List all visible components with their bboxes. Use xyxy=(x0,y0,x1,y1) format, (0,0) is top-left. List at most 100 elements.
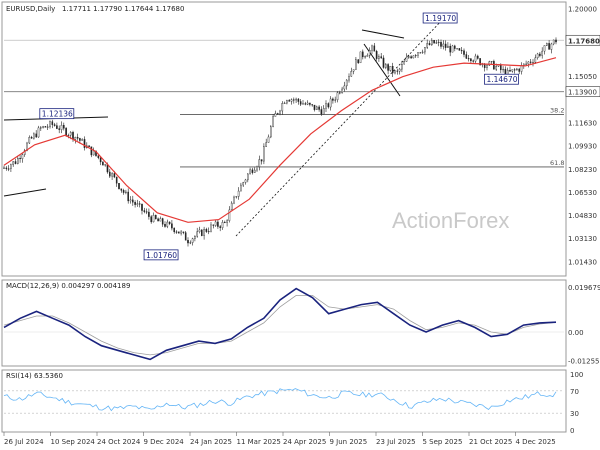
price-candle-body xyxy=(293,99,295,101)
price-candle-body xyxy=(525,63,527,65)
price-candle-body xyxy=(368,50,371,56)
price-candle-body xyxy=(136,203,139,205)
price-candle-body xyxy=(97,155,100,158)
x-axis-tick-label: 24 Jan 2025 xyxy=(190,438,232,446)
price-candle-body xyxy=(417,52,419,56)
watermark: ActionForex xyxy=(392,208,509,233)
price-candle-body xyxy=(143,210,146,212)
price-candle-body xyxy=(63,125,65,129)
price-candle-body xyxy=(81,139,83,141)
price-candle-body xyxy=(447,45,449,48)
price-candle-body xyxy=(451,45,454,53)
price-candle-body xyxy=(118,183,120,190)
price-annotation-label: 1.19170 xyxy=(425,14,456,23)
price-candle-body xyxy=(69,131,72,136)
price-candle-body xyxy=(350,71,353,77)
price-candle-body xyxy=(219,226,222,228)
price-candle-body xyxy=(495,66,498,70)
price-candle-body xyxy=(474,55,477,62)
price-candle-body xyxy=(242,182,245,186)
price-candle-body xyxy=(58,128,60,130)
price-candle-body xyxy=(299,101,302,105)
price-candle-body xyxy=(148,211,150,217)
macd-panel-frame xyxy=(1,279,567,367)
price-candle-body xyxy=(518,68,520,72)
x-axis-tick-label: 9 Jun 2025 xyxy=(330,438,368,446)
price-candle-body xyxy=(552,39,555,45)
price-candle-body xyxy=(433,40,435,44)
price-candle-body xyxy=(479,58,481,66)
price-candle-body xyxy=(276,113,279,115)
price-candle-body xyxy=(500,64,502,71)
price-candle-body xyxy=(288,100,291,102)
price-candle-body xyxy=(44,126,47,128)
price-candle-body xyxy=(152,215,155,223)
price-candle-body xyxy=(302,103,304,105)
price-candle-body xyxy=(408,56,410,58)
price-candle-body xyxy=(28,137,31,144)
price-candle-body xyxy=(389,66,392,71)
price-annotation-box xyxy=(422,12,458,24)
price-axis-highlight xyxy=(565,34,600,46)
price-candle-body xyxy=(488,61,491,66)
price-axis-tick: 1.13900 xyxy=(568,89,597,97)
price-candle-body xyxy=(274,113,277,117)
price-candle-body xyxy=(49,121,51,128)
price-candle-body xyxy=(253,169,256,173)
axis-layer: 1.20000 1.17680 1.15050 1.13900 1.11630 1.099… xyxy=(3,6,600,446)
price-candle-body xyxy=(529,61,532,63)
price-candle-body xyxy=(88,145,90,147)
price-candle-body xyxy=(72,131,74,140)
price-candle-body xyxy=(332,98,334,101)
price-candle-body xyxy=(444,43,447,48)
price-candle-body xyxy=(523,63,525,66)
price-candle-body xyxy=(115,176,118,184)
price-candle-body xyxy=(534,57,537,63)
macd-macd-line xyxy=(3,287,557,361)
price-candle-body xyxy=(79,138,81,141)
macd-signal-line xyxy=(3,295,557,356)
price-candle-body xyxy=(131,199,134,203)
price-layer: 38.2 61.8 1.12136 1.01760 1.19170 1.14670 xyxy=(3,12,564,261)
price-annotation-label: 1.12136 xyxy=(42,110,73,119)
price-candle-body xyxy=(463,50,465,55)
price-candle-body xyxy=(424,47,426,53)
price-axis-tick: 1.11630 xyxy=(568,120,597,128)
macd-layer xyxy=(3,287,564,361)
price-candle-body xyxy=(173,227,176,233)
price-candle-body xyxy=(419,52,422,54)
price-candle-body xyxy=(228,209,231,221)
price-candle-body xyxy=(46,126,49,128)
price-candle-body xyxy=(550,43,553,50)
price-candle-body xyxy=(258,159,261,168)
price-candle-body xyxy=(325,103,327,109)
price-candle-body xyxy=(345,79,348,87)
price-axis-tick: 1.06530 xyxy=(568,189,597,197)
price-candle-body xyxy=(318,106,320,110)
price-candle-body xyxy=(30,137,33,139)
price-axis-tick: 1.04830 xyxy=(568,212,597,220)
price-candle-body xyxy=(396,70,399,72)
price-candle-body xyxy=(164,224,166,227)
price-candle-body xyxy=(509,69,511,72)
price-axis-tick: 1.15050 xyxy=(568,73,597,81)
price-candle-body xyxy=(246,173,249,181)
price-candle-body xyxy=(295,98,297,101)
price-candle-body xyxy=(235,196,238,198)
price-candle-body xyxy=(168,221,171,224)
price-candle-body xyxy=(134,202,136,205)
price-candle-body xyxy=(226,220,228,223)
price-candle-body xyxy=(182,231,185,233)
price-candle-body xyxy=(35,133,37,138)
x-axis-tick-label: 10 Sep 2024 xyxy=(51,438,96,446)
price-candle-body xyxy=(99,157,102,163)
price-candle-body xyxy=(322,108,325,115)
price-axis-tick: 1.17680 xyxy=(568,37,600,45)
price-candle-body xyxy=(502,69,504,71)
price-candle-body xyxy=(470,58,472,62)
price-candle-body xyxy=(329,98,332,108)
price-candle-body xyxy=(281,103,284,112)
price-candle-body xyxy=(171,223,173,229)
price-candle-body xyxy=(51,121,54,125)
